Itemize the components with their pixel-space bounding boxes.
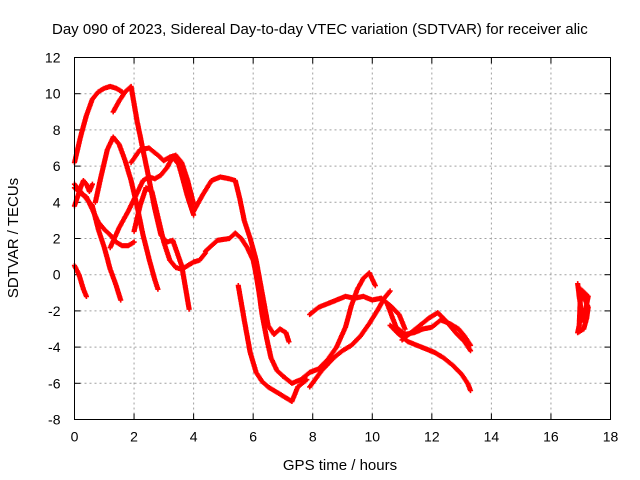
plot-frame	[74, 57, 611, 420]
series-sat-r	[387, 322, 474, 394]
series-markers-sat-m	[235, 283, 310, 404]
y-tick-label: 10	[45, 86, 61, 102]
y-axis-label: SDTVAR / TECUs	[5, 178, 22, 298]
series-sat-m	[235, 283, 310, 404]
series-markers-sat-o	[307, 293, 408, 332]
series-sat-n	[280, 270, 378, 386]
y-tick-label: -4	[48, 339, 61, 355]
y-tick-label: 0	[53, 267, 61, 283]
y-tick-label: 4	[53, 194, 61, 210]
x-axis-label: GPS time / hours	[283, 457, 397, 474]
y-tick-label: 12	[45, 50, 61, 66]
series-sat-h	[107, 154, 197, 251]
y-tick-label: 2	[53, 231, 61, 247]
series-sat-q	[384, 301, 474, 348]
series-markers-sat-d	[71, 83, 125, 166]
grid	[74, 57, 611, 420]
series-sat-p	[307, 288, 393, 390]
series-markers-sat-p	[307, 288, 393, 390]
x-tick-label: 8	[309, 429, 317, 445]
axis-ticks: 0 2 4 6 8 10 12 14 16 18 -8 -6 -4 -2 0 2 4 6 8 10 12	[45, 50, 619, 445]
series-markers-sat-r	[387, 322, 474, 394]
series-sat-k	[191, 174, 292, 345]
series-markers-sat-k	[191, 174, 292, 345]
chart-title: Day 090 of 2023, Sidereal Day-to-day VTE…	[52, 21, 588, 38]
x-tick-label: 4	[190, 429, 198, 445]
series-markers-sat-h	[107, 154, 197, 251]
series-sat-l	[202, 230, 286, 379]
series-markers-sat-j	[131, 185, 209, 272]
series-sat-t	[575, 281, 591, 336]
y-tick-label: 8	[53, 122, 61, 138]
data-marks	[71, 83, 591, 404]
series-markers-sat-i	[128, 145, 197, 207]
series-markers-sat-q	[384, 301, 474, 348]
series-markers-sat-n	[280, 270, 378, 386]
x-tick-label: 16	[543, 429, 559, 445]
y-tick-label: -8	[48, 412, 61, 428]
x-tick-label: 12	[424, 429, 440, 445]
series-markers-sat-t	[575, 281, 591, 336]
series-markers-sat-l	[202, 230, 286, 379]
series-sat-o	[307, 293, 408, 332]
y-tick-label: -6	[48, 375, 61, 391]
series-sat-s	[399, 310, 474, 354]
series-sat-d	[71, 83, 125, 166]
series-markers-sat-s	[399, 310, 474, 354]
series-sat-j	[131, 185, 209, 272]
x-tick-label: 18	[603, 429, 619, 445]
x-tick-label: 14	[484, 429, 500, 445]
y-tick-label: -2	[48, 303, 61, 319]
y-tick-label: 6	[53, 158, 61, 174]
x-tick-label: 0	[71, 429, 79, 445]
x-tick-label: 10	[364, 429, 380, 445]
x-tick-label: 6	[249, 429, 257, 445]
series-sat-i	[128, 145, 197, 207]
x-tick-label: 2	[130, 429, 138, 445]
